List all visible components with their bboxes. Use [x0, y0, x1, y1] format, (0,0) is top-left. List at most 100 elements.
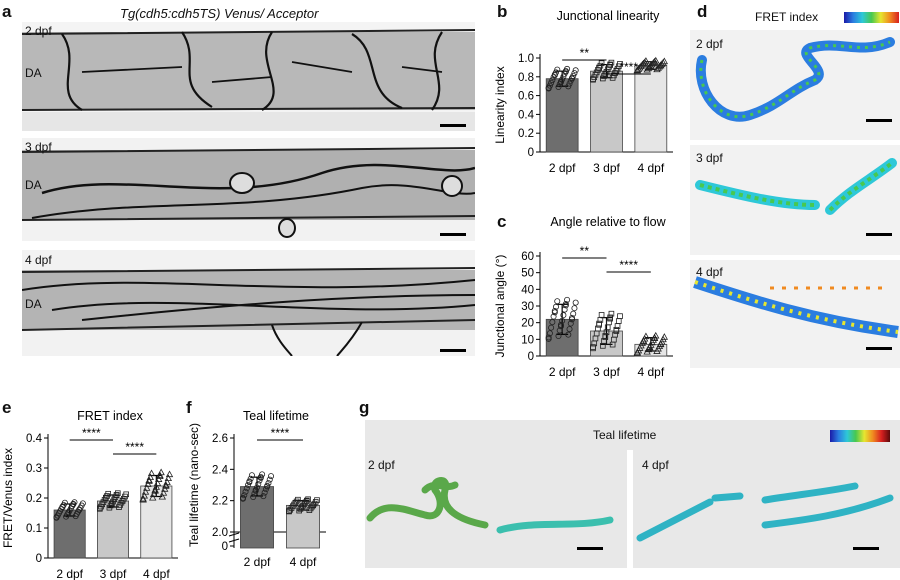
- data-point: [613, 67, 620, 74]
- data-point: [551, 307, 558, 314]
- panel-a-image-2dpf: [21, 22, 476, 131]
- panel-a-letter: a: [2, 2, 12, 21]
- data-point: [656, 339, 665, 347]
- scale-bar-a-3dpf: [440, 233, 466, 236]
- data-point: [650, 333, 659, 341]
- data-point: [571, 305, 578, 312]
- scale-bar-a-4dpf: [440, 349, 466, 352]
- data-point: [608, 310, 615, 317]
- data-point: [314, 497, 320, 503]
- data-point: [242, 488, 249, 495]
- data-point: [645, 63, 654, 70]
- chart-title: FRET index: [77, 409, 144, 423]
- x-tick-label: 4 dpf: [290, 555, 317, 569]
- data-point: [143, 484, 151, 491]
- data-point: [660, 57, 669, 65]
- data-point: [252, 487, 259, 494]
- data-point: [642, 57, 650, 64]
- data-point: [565, 331, 572, 338]
- panel-a-stage-3dpf: 3 dpf: [25, 140, 52, 154]
- data-point: [549, 319, 556, 326]
- x-tick-label: 4 dpf: [143, 567, 170, 580]
- y-tick-label: 10: [521, 334, 534, 346]
- panel-d-image-3dpf: [690, 145, 900, 255]
- data-point: [162, 481, 170, 488]
- data-point: [639, 59, 648, 67]
- data-point: [151, 486, 159, 493]
- data-point: [292, 499, 299, 506]
- panel-d-stage-2dpf: 2 dpf: [696, 37, 723, 51]
- data-point: [545, 334, 552, 341]
- data-point: [572, 67, 579, 74]
- data-point: [257, 473, 264, 480]
- panel-d-image-4dpf: [690, 260, 900, 368]
- data-point: [596, 64, 602, 71]
- junction-micrograph-3dpf: [21, 138, 476, 241]
- data-point: [561, 306, 568, 313]
- data-point: [553, 303, 560, 310]
- panel-a-vessel-2dpf: DA: [25, 66, 42, 80]
- x-tick-label: 2 dpf: [549, 365, 576, 379]
- data-point: [556, 327, 563, 334]
- data-point: [79, 500, 86, 507]
- x-tick-label: 3 dpf: [100, 567, 127, 580]
- data-point: [248, 472, 255, 479]
- data-point: [70, 500, 77, 507]
- data-point: [156, 471, 164, 479]
- panel-a-title: Tg(cdh5:cdh5TS) Venus/ Acceptor: [120, 6, 319, 21]
- data-point: [562, 301, 569, 308]
- y-tick-label: 0.2: [26, 493, 42, 505]
- fret-map-2dpf: [695, 37, 895, 122]
- panel-c-letter: c: [497, 212, 507, 231]
- data-point: [633, 66, 642, 73]
- data-point: [660, 333, 669, 340]
- data-point: [161, 485, 169, 492]
- data-point: [65, 509, 72, 516]
- data-point: [559, 317, 566, 324]
- scale-bar-g-2dpf: [577, 547, 603, 550]
- panel-d-stage-3dpf: 3 dpf: [696, 151, 723, 165]
- data-point: [545, 84, 552, 91]
- data-point: [109, 500, 115, 507]
- data-point: [145, 476, 153, 483]
- data-point: [546, 330, 553, 337]
- x-tick-label: 3 dpf: [593, 365, 620, 379]
- scale-bar-d-4dpf: [866, 347, 892, 350]
- significance-label: **: [580, 244, 590, 258]
- data-point: [245, 481, 252, 488]
- fret-map-4dpf: [693, 276, 899, 338]
- data-point: [165, 470, 174, 478]
- significance-label: **: [580, 46, 590, 60]
- y-tick-label: 2.6: [212, 433, 228, 445]
- data-point: [557, 321, 564, 328]
- chart-teal-lifetime: Teal lifetime Teal lifetime (nano-sec) 0 2.…: [187, 409, 326, 569]
- data-point: [298, 504, 305, 510]
- chart-junctional-angle: Angle relative to flow Junctional angle (…: [493, 215, 673, 379]
- data-point: [562, 67, 569, 74]
- data-point: [602, 333, 609, 339]
- data-point: [639, 336, 648, 344]
- data-point: [155, 475, 163, 482]
- data-point: [550, 74, 557, 81]
- panel-g-title: Teal lifetime: [593, 428, 657, 442]
- x-tick-label: 2 dpf: [549, 161, 576, 175]
- data-point: [652, 56, 660, 64]
- data-point: [256, 477, 263, 484]
- data-point: [598, 312, 605, 318]
- chart-title: Teal lifetime: [243, 409, 309, 423]
- y-tick-label: 0.4: [518, 109, 535, 121]
- fret-colorbar: [844, 12, 899, 23]
- data-point: [246, 478, 253, 485]
- data-point: [158, 492, 167, 500]
- y-tick-label: 30: [521, 301, 534, 313]
- data-point: [557, 78, 564, 85]
- panel-a-stage-2dpf: 2 dpf: [25, 24, 52, 38]
- x-tick-label: 3 dpf: [593, 161, 620, 175]
- data-point: [564, 296, 571, 303]
- panel-b-letter: b: [497, 2, 508, 21]
- data-point: [266, 476, 273, 483]
- chart-title: Junctional linearity: [557, 9, 661, 23]
- y-tick-label: 60: [521, 251, 534, 263]
- data-point: [548, 79, 555, 86]
- data-point: [590, 76, 596, 82]
